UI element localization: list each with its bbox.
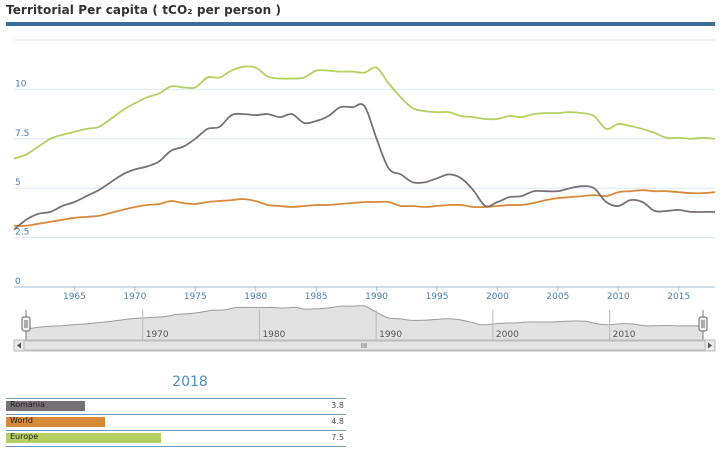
grid-lines bbox=[14, 39, 715, 288]
series-line-world bbox=[13, 189, 716, 227]
legend-row-world: World 4.8 bbox=[6, 415, 346, 431]
x-tick-label: 2005 bbox=[546, 292, 569, 302]
y-tick-label: 5 bbox=[15, 178, 21, 188]
x-tick-label: 1990 bbox=[365, 292, 388, 302]
y-axis: 0 2.5 5 7.5 10 bbox=[15, 79, 29, 287]
line-chart: 0 2.5 5 7.5 10 1965 1970 1975 1980 1985 1990 1995 2… bbox=[13, 39, 716, 352]
x-tick-label: 2015 bbox=[667, 292, 690, 302]
handle-body[interactable] bbox=[21, 316, 31, 332]
legend-series-value: 3.8 bbox=[331, 401, 344, 410]
navigator-right-handle[interactable] bbox=[698, 316, 708, 332]
legend-value-bar bbox=[6, 417, 106, 427]
chart-title: Territorial Per capita ( tCO₂ per person… bbox=[6, 3, 282, 17]
handle-body[interactable] bbox=[698, 316, 708, 332]
x-tick-label: 1970 bbox=[123, 292, 146, 302]
legend-value-bar bbox=[6, 401, 85, 411]
scrollbar-grip[interactable]: III bbox=[361, 342, 367, 350]
x-axis: 1965 1970 1975 1980 1985 1990 1995 2000 2005 2010… bbox=[14, 286, 715, 302]
x-tick-label: 1995 bbox=[426, 292, 449, 302]
legend-series-value: 7.5 bbox=[331, 433, 344, 442]
y-tick-label: 10 bbox=[15, 79, 27, 89]
value-legend: Romania 3.8 World 4.8 Europe 7.5 bbox=[6, 398, 346, 447]
x-tick-label: 1975 bbox=[184, 292, 207, 302]
navigator-tick-label: 1970 bbox=[146, 330, 169, 340]
legend-value-bar bbox=[6, 433, 162, 443]
series-lines bbox=[13, 65, 716, 231]
x-tick-label: 2010 bbox=[607, 292, 630, 302]
x-tick-label: 1985 bbox=[305, 292, 328, 302]
x-tick-label: 1965 bbox=[63, 292, 86, 302]
y-tick-label: 2.5 bbox=[15, 228, 29, 238]
chevron-left-icon[interactable] bbox=[17, 342, 21, 349]
x-tick-label: 2000 bbox=[486, 292, 509, 302]
series-line-romania bbox=[13, 103, 715, 231]
y-tick-label: 7.5 bbox=[15, 129, 29, 139]
navigator-tick-label: 2000 bbox=[496, 330, 519, 340]
x-tick-label: 1980 bbox=[244, 292, 267, 302]
legend-series-name: World bbox=[10, 416, 33, 425]
navigator-tick-label: 2010 bbox=[613, 330, 636, 340]
legend-row-europe: Europe 7.5 bbox=[6, 431, 346, 447]
chevron-right-icon[interactable] bbox=[708, 342, 712, 349]
navigator-tick-label: 1980 bbox=[262, 330, 285, 340]
legend-series-name: Romania bbox=[10, 400, 45, 409]
legend-row-romania: Romania 3.8 bbox=[6, 398, 346, 415]
title-underline bbox=[6, 22, 715, 26]
navigator-tick-label: 1990 bbox=[379, 330, 402, 340]
navigator[interactable]: 1970 1980 1990 2000 2010 III bbox=[13, 305, 716, 352]
series-line-europe bbox=[13, 65, 716, 160]
navigator-left-handle[interactable] bbox=[21, 316, 31, 332]
legend-year: 2018 bbox=[172, 374, 208, 390]
navigator-series-area bbox=[25, 305, 704, 341]
y-tick-label: 0 bbox=[15, 277, 21, 287]
legend-series-name: Europe bbox=[10, 432, 39, 441]
legend-series-value: 4.8 bbox=[331, 417, 344, 426]
